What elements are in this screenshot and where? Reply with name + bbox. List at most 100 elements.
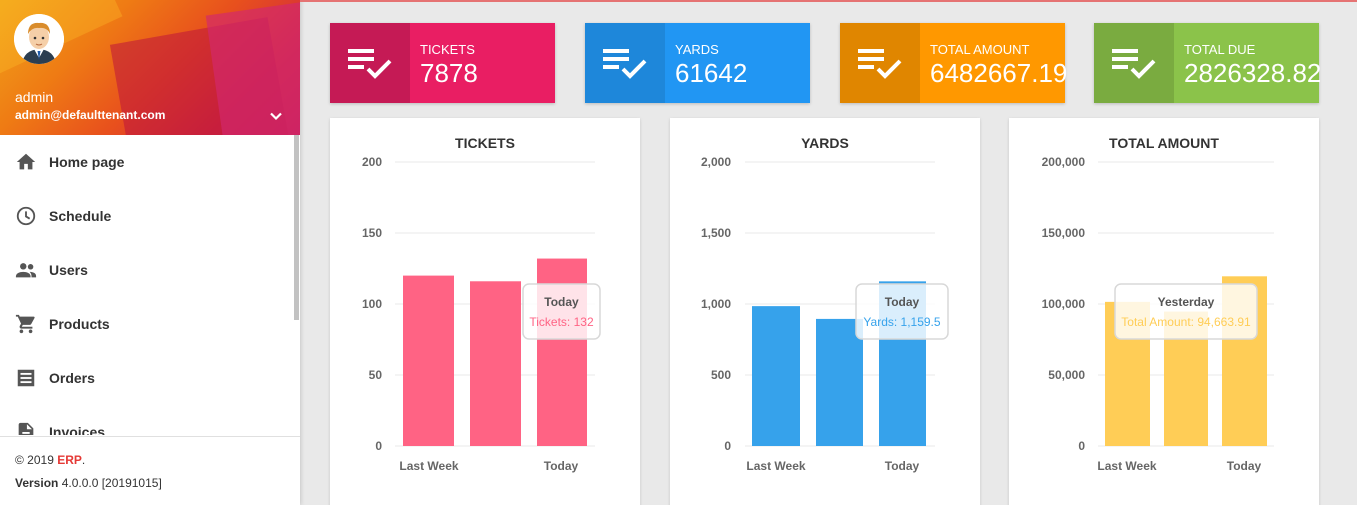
orders-icon — [17, 369, 35, 387]
sidebar-menu: Home page Schedule Users Products Orders… — [0, 135, 300, 435]
chevron-down-icon[interactable] — [266, 106, 286, 126]
playlist-check-icon — [348, 49, 392, 79]
x-tick-label: Last Week — [399, 459, 458, 473]
y-tick-label: 100,000 — [1042, 297, 1086, 311]
sidebar-footer: © 2019 ERP. Version 4.0.0.0 [20191015] — [0, 436, 300, 505]
sidebar-item-orders[interactable]: Orders — [0, 351, 300, 405]
bar[interactable] — [752, 306, 800, 446]
sidebar-item-products[interactable]: Products — [0, 297, 300, 351]
sidebar-item-label: Home page — [49, 154, 125, 170]
tooltip-title: Today — [885, 295, 920, 309]
chart-card-tickets: 0 50 100 150 200 Last Week Today Today Tickets: … — [330, 118, 640, 505]
sidebar-item-home[interactable]: Home page — [0, 135, 300, 189]
y-tick-label: 0 — [375, 439, 382, 453]
avatar[interactable] — [14, 14, 64, 64]
x-tick-label: Last Week — [1097, 459, 1156, 473]
sidebar-item-label: Schedule — [49, 208, 112, 224]
infobox-value: 6482667.19 — [930, 58, 1068, 88]
infobox-tickets[interactable]: TICKETS 7878 — [330, 23, 555, 103]
tooltip-title: Yesterday — [1158, 295, 1215, 309]
version-value: 4.0.0.0 [20191015] — [58, 476, 162, 490]
yards-chart: 0 500 1,000 1,500 2,000 Last Week Today Today Ya… — [701, 155, 949, 473]
clock-icon — [16, 206, 36, 226]
y-tick-label: 150 — [362, 226, 382, 240]
sidebar-item-schedule[interactable]: Schedule — [0, 189, 300, 243]
infobox-icon-bg — [330, 23, 410, 103]
total-amount-chart: 0 50,000 100,000 150,000 200,000 Last Week Tod… — [1042, 155, 1274, 473]
infobox-value: 2826328.82 — [1184, 58, 1322, 88]
infobox-value: 7878 — [420, 58, 478, 88]
chart-title: YARDS — [801, 135, 849, 151]
tickets-chart: 0 50 100 150 200 Last Week Today Today Tickets: … — [362, 155, 601, 473]
y-tick-label: 500 — [711, 368, 731, 382]
home-icon — [16, 153, 36, 170]
bar[interactable] — [403, 275, 454, 446]
y-tick-label: 200,000 — [1042, 155, 1086, 169]
chart-tooltip: Today Tickets: 132 — [522, 283, 601, 340]
infobox-title: TOTAL AMOUNT — [930, 42, 1030, 57]
tooltip-label: Yards: 1,159.5 — [863, 315, 940, 329]
sidebar-item-label: Orders — [49, 370, 95, 386]
top-accent-line — [300, 0, 1357, 2]
y-tick-label: 1,000 — [701, 297, 731, 311]
version-label: Version — [15, 476, 59, 490]
y-tick-label: 1,500 — [701, 226, 731, 240]
users-icon — [15, 263, 37, 278]
y-tick-label: 50,000 — [1048, 368, 1085, 382]
sidebar-item-label: Invoices — [49, 424, 106, 435]
chart-card-yards: 0 500 1,000 1,500 2,000 Last Week Today Today Ya… — [670, 118, 980, 505]
infobox-title: TICKETS — [420, 42, 475, 57]
y-tick-label: 150,000 — [1042, 226, 1086, 240]
y-tick-label: 2,000 — [701, 155, 731, 169]
y-tick-label: 0 — [1078, 439, 1085, 453]
playlist-check-icon — [1112, 49, 1156, 79]
infobox-title: TOTAL DUE — [1184, 42, 1256, 57]
cart-icon — [15, 314, 35, 334]
copyright-text: © 2019 — [15, 453, 58, 467]
tooltip-label: Tickets: 132 — [529, 315, 594, 329]
copyright-suffix: . — [81, 453, 86, 467]
y-tick-label: 200 — [362, 155, 382, 169]
chart-title: TICKETS — [455, 135, 515, 151]
x-tick-label: Today — [544, 459, 579, 473]
sidebar-item-label: Products — [49, 316, 110, 332]
infobox-title: YARDS — [675, 42, 719, 57]
user-card: admin admin@defaulttenant.com — [0, 0, 300, 135]
y-tick-label: 50 — [369, 368, 383, 382]
infobox-icon-bg — [840, 23, 920, 103]
y-tick-label: 100 — [362, 297, 382, 311]
infobox-total-amount[interactable]: TOTAL AMOUNT 6482667.19 — [840, 23, 1068, 103]
user-avatar-icon — [14, 14, 64, 64]
sidebar-item-invoices[interactable]: Invoices — [0, 405, 300, 435]
invoice-icon — [18, 422, 34, 435]
user-email: admin@defaulttenant.com — [15, 108, 166, 122]
sidebar-item-users[interactable]: Users — [0, 243, 300, 297]
infobox-yards[interactable]: YARDS 61642 — [585, 23, 810, 103]
chart-tooltip: Yesterday Total Amount: 94,663.91 — [1114, 283, 1258, 340]
copyright: © 2019 ERP. — [15, 453, 85, 467]
playlist-check-icon — [858, 49, 902, 79]
brand-link[interactable]: ERP — [57, 453, 82, 467]
bar[interactable] — [816, 318, 863, 446]
y-tick-label: 0 — [724, 439, 731, 453]
user-name: admin — [15, 89, 54, 105]
chart-card-total-amount: 0 50,000 100,000 150,000 200,000 Last Week Tod… — [1009, 118, 1319, 505]
tooltip-label: Total Amount: 94,663.91 — [1121, 315, 1251, 329]
page-scrollbar[interactable] — [1348, 2, 1357, 505]
sidebar: admin admin@defaulttenant.com Home page … — [0, 0, 300, 505]
sidebar-item-label: Users — [49, 262, 88, 278]
infobox-icon-bg — [585, 23, 665, 103]
sidebar-scrollbar[interactable] — [294, 135, 299, 320]
tooltip-title: Today — [544, 295, 579, 309]
infobox-value: 61642 — [675, 58, 748, 88]
x-tick-label: Today — [885, 459, 920, 473]
x-tick-label: Today — [1227, 459, 1262, 473]
infobox-icon-bg — [1094, 23, 1174, 103]
infobox-total-due[interactable]: TOTAL DUE 2826328.82 — [1094, 23, 1322, 103]
bar[interactable] — [470, 281, 521, 446]
chart-title: TOTAL AMOUNT — [1109, 135, 1219, 151]
chart-tooltip: Today Yards: 1,159.5 — [855, 283, 949, 340]
version-info: Version 4.0.0.0 [20191015] — [15, 476, 162, 490]
x-tick-label: Last Week — [746, 459, 805, 473]
playlist-check-icon — [603, 49, 647, 79]
